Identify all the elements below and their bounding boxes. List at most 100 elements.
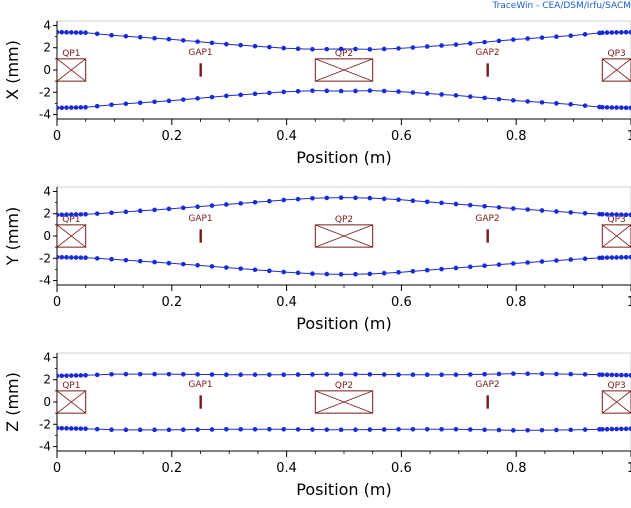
data-point: [73, 426, 79, 431]
data-point: [310, 46, 315, 52]
data-point: [467, 41, 473, 46]
data-point: [568, 102, 574, 107]
data-point: [367, 47, 373, 52]
data-point: [496, 205, 502, 210]
data-point: [628, 29, 631, 35]
gap-marker: [199, 229, 202, 243]
data-point: [600, 211, 605, 217]
data-point: [511, 261, 516, 266]
data-point: [467, 94, 473, 99]
data-point: [123, 257, 129, 263]
data-point: [525, 36, 530, 41]
data-point: [224, 41, 229, 47]
data-point: [623, 426, 629, 432]
data-point: [324, 88, 330, 94]
data-point: [238, 201, 243, 206]
data-point: [496, 371, 502, 377]
data-point: [554, 101, 559, 106]
data-point: [64, 212, 69, 217]
data-point: [310, 427, 315, 432]
data-point: [195, 262, 200, 268]
data-point: [267, 268, 272, 274]
data-point: [453, 201, 459, 207]
data-point: [252, 91, 258, 97]
data-point: [295, 427, 301, 432]
data-point: [609, 372, 615, 378]
data-point: [238, 92, 243, 98]
data-point: [609, 105, 615, 110]
data-point: [614, 212, 619, 217]
x-tick-label: 0: [53, 129, 61, 144]
quadrupole-box: [314, 390, 374, 414]
data-point: [64, 30, 69, 35]
data-point: [310, 372, 315, 377]
data-point: [568, 371, 574, 377]
data-point: [267, 372, 272, 378]
data-point: [209, 94, 215, 100]
data-point: [396, 270, 401, 275]
envelope-line-upper: [57, 31, 631, 50]
data-point: [123, 101, 129, 107]
data-point: [94, 103, 100, 109]
data-point: [539, 427, 545, 433]
quadrupole-cross: [602, 224, 631, 248]
data-point: [600, 30, 605, 35]
data-point: [410, 90, 416, 95]
data-point: [195, 96, 200, 101]
data-point: [338, 272, 344, 277]
data-point: [195, 39, 200, 44]
data-point: [180, 97, 186, 102]
data-point: [482, 39, 487, 45]
data-point: [623, 105, 629, 111]
quadrupole-cross: [57, 390, 86, 414]
data-point: [59, 29, 65, 35]
data-point: [59, 105, 65, 111]
y-tick-label: -4: [39, 108, 51, 122]
data-point: [353, 271, 358, 277]
data-point: [367, 195, 373, 201]
data-point: [604, 426, 610, 432]
y-axis-label: Y (mm): [3, 207, 22, 267]
x-axis-label: Position (m): [296, 314, 391, 333]
data-point: [381, 270, 387, 276]
data-point: [224, 93, 229, 99]
element-label: QP1: [62, 215, 80, 225]
data-point: [73, 105, 79, 110]
data-point: [78, 373, 84, 378]
data-point: [252, 267, 258, 273]
data-point: [295, 46, 301, 52]
data-point: [180, 205, 186, 211]
y-tick-label: -2: [39, 251, 51, 265]
data-point: [525, 371, 530, 377]
data-point: [83, 211, 88, 217]
data-point: [78, 105, 84, 110]
data-point: [281, 197, 287, 203]
data-point: [396, 197, 401, 202]
y-tick-label: 0: [43, 395, 51, 409]
data-point: [619, 255, 624, 260]
data-point: [496, 38, 502, 44]
data-point: [367, 88, 373, 93]
data-point: [482, 95, 487, 101]
data-point: [324, 271, 330, 277]
data-point: [180, 261, 186, 267]
data-point: [281, 45, 287, 51]
data-point: [453, 372, 459, 378]
z-envelope-chart: 420-2-400.20.40.60.81Position (m)Z (mm)Q…: [3, 350, 631, 499]
data-point: [57, 425, 60, 431]
data-point: [482, 427, 487, 433]
quadrupole-cross: [315, 224, 373, 248]
gap-marker: [199, 395, 202, 409]
data-point: [467, 264, 473, 270]
data-point: [252, 426, 258, 432]
data-point: [381, 427, 387, 432]
x-tick-label: 0.2: [161, 295, 182, 310]
envelope-line-upper: [57, 373, 631, 377]
x-tick-label: 0.6: [391, 295, 412, 310]
data-point: [367, 271, 373, 277]
data-point: [238, 42, 243, 48]
data-point: [623, 212, 629, 218]
data-point: [600, 105, 605, 110]
x-tick-label: 0.4: [276, 129, 297, 144]
